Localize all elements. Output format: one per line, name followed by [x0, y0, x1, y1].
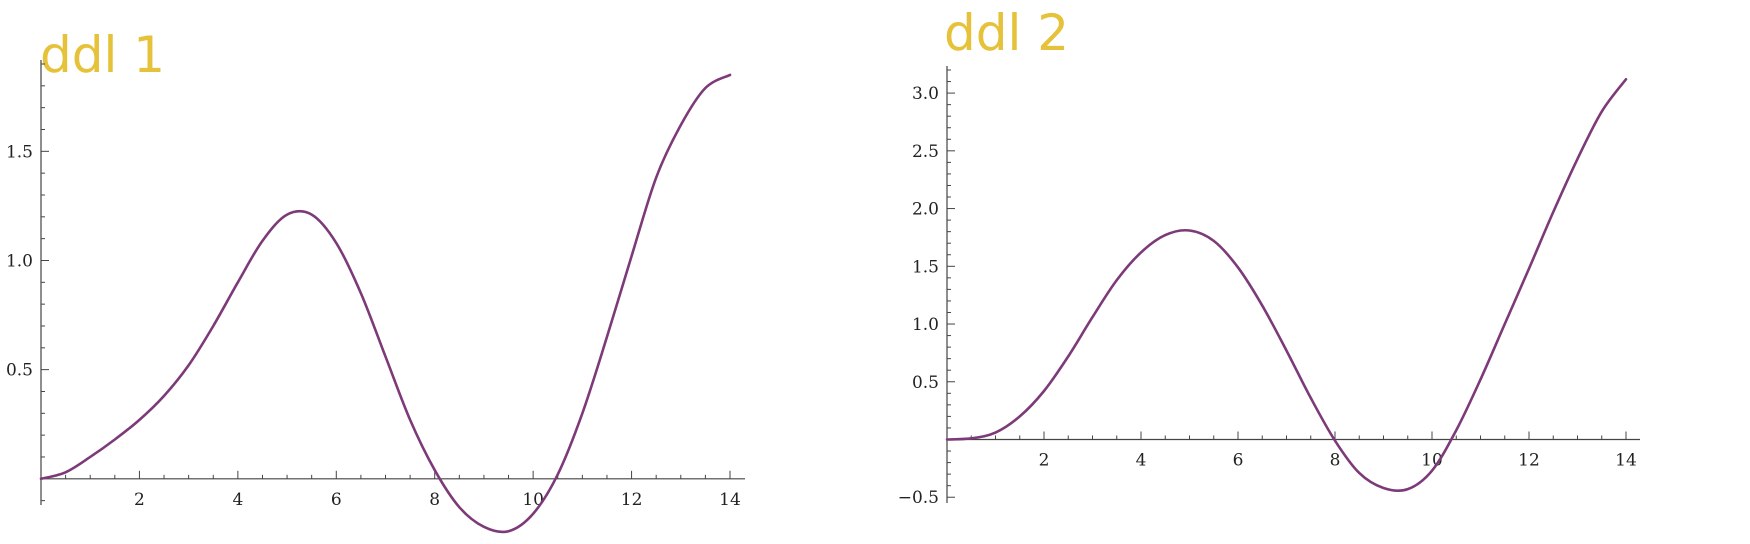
y-tick-label: 1.5 [912, 257, 939, 277]
y-tick-label: 2.5 [912, 142, 939, 162]
x-tick-label: 8 [1330, 450, 1341, 470]
series-line-0 [39, 73, 732, 534]
chart-title: ddl 1 [40, 26, 165, 84]
x-tick-label: 2 [134, 490, 145, 510]
x-tick-label: 10 [522, 490, 544, 510]
chart-ddl-2: ddl 22 4 6 8 10 12 14−0.50.51.01.52.02.53.0 [898, 4, 1640, 508]
x-tick-label: 12 [1518, 450, 1540, 470]
x-tick-label: 12 [621, 490, 643, 510]
x-tick-label: 2 [1039, 450, 1050, 470]
y-tick-label: 3.0 [912, 84, 939, 104]
x-tick-label: 6 [1233, 450, 1244, 470]
y-tick-label: 1.0 [912, 315, 939, 335]
x-tick-label: 14 [1615, 450, 1637, 470]
chart-ddl-1: ddl 1 2 4 6 8 10 12 14 0.5 1.0 1.5 [6, 26, 745, 534]
x-tick-label: 4 [232, 490, 243, 510]
y-tick-label: 0.5 [912, 373, 939, 393]
x-tick-label: 4 [1136, 450, 1147, 470]
x-tick-label: 8 [429, 490, 440, 510]
x-tick-label: 6 [331, 490, 342, 510]
x-tick-label: 14 [719, 490, 741, 510]
chart-title: ddl 2 [944, 4, 1069, 62]
y-tick-label: −0.5 [898, 488, 939, 508]
y-tick-label: 1.5 [6, 142, 33, 162]
y-tick-label: 1.0 [6, 251, 33, 271]
y-tick-label: 2.0 [912, 200, 939, 220]
y-tick-label: 0.5 [6, 361, 33, 381]
series-line-0 [945, 77, 1628, 493]
